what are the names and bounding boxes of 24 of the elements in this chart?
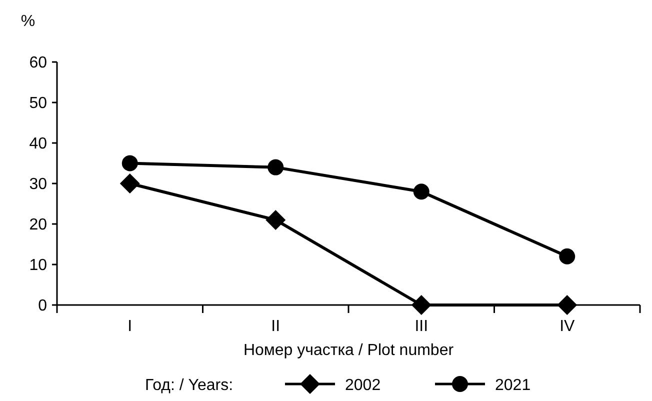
legend-label: 2002 [345,377,381,394]
point [268,159,284,176]
point [411,295,432,315]
point [120,174,140,194]
y-tick-label: 50 [29,95,48,112]
x-tick-label: III [414,318,428,335]
y-tick-label: 0 [38,298,48,315]
legend-title: Год: / Years: [145,377,234,394]
y-tick-label: 10 [29,257,48,274]
point [122,155,138,172]
x-tick-label: IV [560,318,576,335]
y-tick-label: 60 [29,54,48,72]
y-tick-label: 40 [29,136,48,153]
legend-label: 2021 [495,377,531,394]
point [557,295,578,315]
y-axis-title: % [20,13,36,30]
x-tick-label: I [128,318,132,335]
point [413,184,430,200]
point [266,210,286,230]
x-tick-label: II [271,318,280,335]
y-tick-label: 20 [29,216,48,234]
x-axis-title: Номер участка / Plot number [243,342,454,359]
y-tick-label: 30 [29,176,48,194]
point [559,248,576,264]
